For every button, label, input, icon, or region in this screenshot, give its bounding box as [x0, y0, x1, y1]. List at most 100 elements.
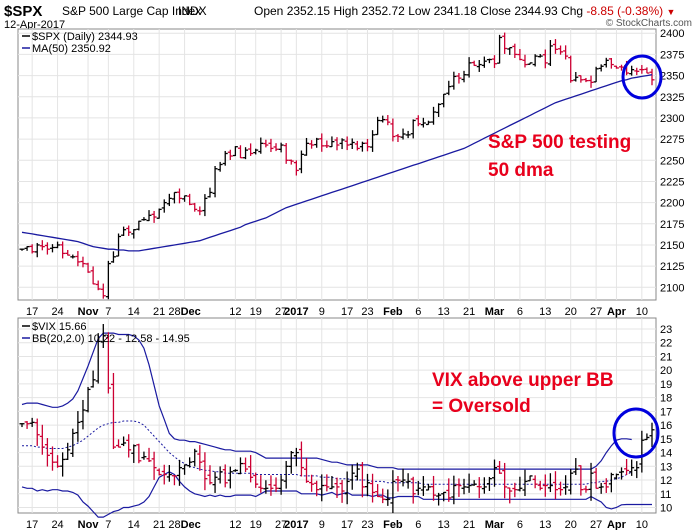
- quote-summary: Open 2352.15 High 2352.72 Low 2341.18 Cl…: [254, 4, 675, 18]
- spx-price-bar: [334, 137, 340, 151]
- vix-price-bar: [613, 473, 619, 480]
- spx-price-bar: [349, 138, 355, 150]
- spx-annotation-line1: S&P 500 testing: [488, 132, 631, 153]
- spx-legend-price: $SPX (Daily) 2344.93: [32, 31, 138, 43]
- spx-x-tick-label: 6: [517, 306, 523, 318]
- chg-label: Chg: [561, 4, 584, 18]
- vix-price-bar: [304, 458, 310, 483]
- spx-price-bar: [329, 136, 335, 148]
- index-name: S&P 500 Large Cap Index: [62, 4, 202, 18]
- spx-price-bar: [34, 242, 40, 258]
- chg-value: -8.85 (-0.38%): [586, 4, 664, 18]
- spx-price-bar: [466, 57, 472, 78]
- spx-y-tick-label: 2150: [660, 240, 684, 252]
- vix-price-bar: [207, 465, 213, 485]
- vix-price-bar: [354, 462, 360, 481]
- spx-price-bar: [202, 194, 208, 217]
- vix-price-bar: [309, 474, 315, 492]
- spx-price-bar: [375, 116, 381, 136]
- spx-x-tick-label: 21: [153, 306, 165, 318]
- spx-price-bar: [634, 67, 640, 76]
- vix-price-bar: [380, 488, 386, 504]
- spx-price-bar: [492, 55, 497, 69]
- vix-price-bar: [547, 473, 553, 493]
- spx-price-bar: [100, 283, 106, 299]
- vix-price-bar: [80, 399, 86, 430]
- vix-price-bar: [497, 461, 503, 474]
- low-label: Low: [408, 4, 431, 18]
- vix-price-bar: [197, 445, 203, 471]
- spx-price-bar: [166, 193, 172, 207]
- vix-price-bar: [110, 372, 116, 450]
- vix-price-bar: [146, 447, 152, 463]
- spx-price-bar: [400, 128, 406, 140]
- close-label: Close: [480, 4, 511, 18]
- vix-price-bar: [161, 464, 167, 485]
- vix-price-bar: [131, 444, 137, 463]
- spx-price-bar: [405, 130, 411, 139]
- spx-price-bar: [608, 58, 614, 69]
- vix-price-bar: [19, 423, 25, 428]
- vix-price-bar: [451, 475, 457, 505]
- spx-price-bar: [268, 138, 274, 153]
- spx-x-tick-label: 27: [275, 306, 287, 318]
- spx-price-bar: [436, 103, 442, 117]
- vix-price-bar: [24, 421, 30, 429]
- vix-price-bar: [573, 458, 579, 476]
- spx-y-tick-label: 2400: [660, 28, 684, 40]
- vix-price-bar: [456, 478, 462, 497]
- spx-price-bar: [192, 202, 198, 212]
- vix-price-bar: [405, 473, 411, 489]
- spx-price-bar: [415, 115, 421, 127]
- bb-mid-line: [22, 420, 632, 485]
- spx-price-bar: [258, 137, 264, 154]
- spx-price-bar: [481, 56, 487, 68]
- spx-price-bar: [217, 161, 223, 172]
- spx-price-bar: [456, 73, 462, 84]
- spx-price-bar: [558, 45, 564, 55]
- spx-price-bar: [441, 93, 447, 108]
- vix-price-bar: [39, 424, 45, 455]
- spx-price-bar: [273, 143, 279, 152]
- vix-price-bar: [385, 489, 391, 506]
- spx-price-bar: [613, 65, 619, 69]
- vix-price-bar: [49, 446, 55, 471]
- vix-price-bar: [243, 457, 249, 472]
- vix-x-tick-label: 2017: [284, 519, 308, 530]
- vix-x-tick-label: 27: [590, 519, 602, 530]
- spx-x-tick-label: 9: [319, 306, 325, 318]
- spx-x-tick-label: 2017: [284, 306, 308, 318]
- vix-x-tick-label: 7: [105, 519, 111, 530]
- spx-y-tick-label: 2300: [660, 113, 684, 125]
- spx-price-bar: [552, 39, 558, 54]
- spx-price-bar: [288, 159, 294, 165]
- vix-price-bar: [222, 464, 228, 488]
- ma50-line: [21, 74, 653, 252]
- spx-x-tick-label: Feb: [383, 306, 403, 318]
- vix-price-bar: [298, 441, 304, 477]
- spx-price-bar: [248, 143, 254, 156]
- vix-x-tick-label: Feb: [383, 519, 403, 530]
- spx-price-bar: [85, 262, 91, 273]
- spx-price-bar: [644, 67, 650, 74]
- vix-price-bar: [248, 455, 254, 483]
- spx-price-bar: [395, 133, 401, 142]
- vix-price-bar: [624, 459, 630, 475]
- spx-y-tick-label: 2325: [660, 92, 684, 104]
- spx-x-tick-label: 6: [415, 306, 421, 318]
- vix-price-bar: [588, 462, 594, 501]
- vix-price-bar: [75, 411, 81, 442]
- spx-price-bar: [431, 106, 437, 125]
- spx-x-tick-label: Nov: [78, 306, 100, 318]
- spx-price-bar: [105, 260, 111, 300]
- vix-price-bar: [512, 482, 518, 498]
- spx-price-bar: [359, 141, 365, 152]
- vix-price-bar: [431, 475, 437, 501]
- spx-price-bar: [222, 150, 228, 166]
- vix-price-bar: [593, 467, 599, 489]
- spx-price-bar: [542, 49, 548, 69]
- spx-price-bar: [563, 45, 569, 60]
- spx-x-tick-label: 27: [590, 306, 602, 318]
- spx-price-bar: [309, 140, 315, 149]
